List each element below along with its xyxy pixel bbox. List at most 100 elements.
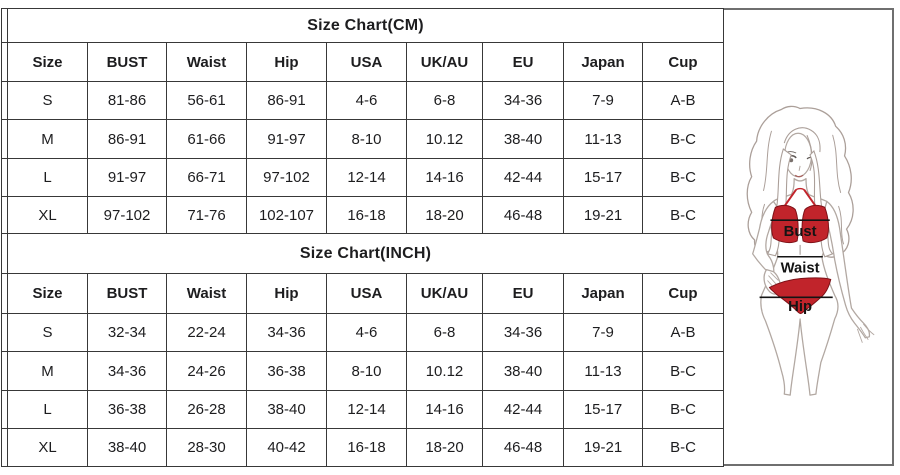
cell: B-C [641,196,725,234]
cell: B-C [641,428,725,467]
cell: 56-61 [166,81,247,120]
bikini-top [771,187,830,244]
cell: 34-36 [87,351,167,391]
woman-illustration: Bust Waist Hip [746,105,875,396]
cell: 42-44 [482,390,564,429]
col-header-cup: Cup [641,273,725,314]
cell: 19-21 [563,196,643,234]
inch-row-s: S 32-34 22-24 34-36 4-6 6-8 34-36 7-9 A-… [1,313,725,352]
cell: 46-48 [482,428,564,467]
cell: 71-76 [166,196,247,234]
inch-row-l: L 36-38 26-28 38-40 12-14 14-16 42-44 15… [1,390,725,429]
waist-label: Waist [781,261,820,277]
col-header-hip: Hip [246,42,327,82]
inch-table-title: Size Chart(INCH) [6,233,725,274]
cm-header-row: Size BUST Waist Hip USA UK/AU EU Japan C… [1,42,725,82]
cell: S [7,313,88,352]
cell: 42-44 [482,158,564,197]
cell: 28-30 [166,428,247,467]
cell: 16-18 [326,196,407,234]
right-arm [823,200,871,339]
cell: 86-91 [246,81,327,120]
cell: 26-28 [166,390,247,429]
cell: 102-107 [246,196,327,234]
cell: 91-97 [87,158,167,197]
col-header-waist: Waist [166,42,247,82]
measurement-figure-panel: Bust Waist Hip [724,8,895,466]
hip-label: Hip [788,299,812,315]
cm-row-s: S 81-86 56-61 86-91 4-6 6-8 34-36 7-9 A-… [1,81,725,120]
cell: 46-48 [482,196,564,234]
col-header-waist: Waist [166,273,247,314]
col-header-japan: Japan [563,273,643,314]
cell: A-B [641,313,725,352]
cell: XL [7,428,88,467]
nose [798,165,801,171]
cm-table-title: Size Chart(CM) [6,8,725,43]
cell: 11-13 [563,351,643,391]
col-header-usa: USA [326,42,407,82]
bikini-bottom [768,277,832,315]
col-header-ukau: UK/AU [406,273,483,314]
cell: 4-6 [326,81,407,120]
cell: 91-97 [246,119,327,159]
col-header-size: Size [7,273,88,314]
cell: 34-36 [482,313,564,352]
col-header-cup: Cup [641,42,725,82]
measurement-lines [759,219,833,299]
cell: 14-16 [406,158,483,197]
cell: 32-34 [87,313,167,352]
cell: 61-66 [166,119,247,159]
cell: 86-91 [87,119,167,159]
inch-row-m: M 34-36 24-26 36-38 8-10 10.12 38-40 11-… [1,351,725,391]
cell: 6-8 [406,313,483,352]
cell: 18-20 [406,428,483,467]
cm-row-m: M 86-91 61-66 91-97 8-10 10.12 38-40 11-… [1,119,725,159]
size-chart-table: Size Chart(CM) Size BUST Waist Hip USA U… [1,8,725,467]
cell: 16-18 [326,428,407,467]
cell: 10.12 [406,119,483,159]
cell: 12-14 [326,158,407,197]
cell: 8-10 [326,119,407,159]
cell: L [7,390,88,429]
cell: 7-9 [563,313,643,352]
col-header-usa: USA [326,273,407,314]
col-header-bust: BUST [87,273,167,314]
inch-row-xl: XL 38-40 28-30 40-42 16-18 18-20 46-48 1… [1,428,725,467]
cell: 22-24 [166,313,247,352]
cell: B-C [641,390,725,429]
cell: 15-17 [563,158,643,197]
cell: 38-40 [482,119,564,159]
cell: A-B [641,81,725,120]
cell: 24-26 [166,351,247,391]
cell: 7-9 [563,81,643,120]
cell: 97-102 [87,196,167,234]
cell: 38-40 [87,428,167,467]
cell: M [7,351,88,391]
cell: 15-17 [563,390,643,429]
cell: 14-16 [406,390,483,429]
col-header-bust: BUST [87,42,167,82]
cm-row-xl: XL 97-102 71-76 102-107 16-18 18-20 46-4… [1,196,725,234]
col-header-japan: Japan [563,42,643,82]
cell: 36-38 [87,390,167,429]
cell: B-C [641,119,725,159]
cell: 4-6 [326,313,407,352]
cell: M [7,119,88,159]
col-header-size: Size [7,42,88,82]
cell: 10.12 [406,351,483,391]
cell: 36-38 [246,351,327,391]
cell: 66-71 [166,158,247,197]
cell: B-C [641,158,725,197]
cm-title-row: Size Chart(CM) [1,8,725,43]
cell: XL [7,196,88,234]
cell: S [7,81,88,120]
col-header-eu: EU [482,273,564,314]
cell: B-C [641,351,725,391]
col-header-ukau: UK/AU [406,42,483,82]
inch-title-row: Size Chart(INCH) [1,233,725,274]
cell: 34-36 [482,81,564,120]
col-header-hip: Hip [246,273,327,314]
cell: 8-10 [326,351,407,391]
cell: 19-21 [563,428,643,467]
